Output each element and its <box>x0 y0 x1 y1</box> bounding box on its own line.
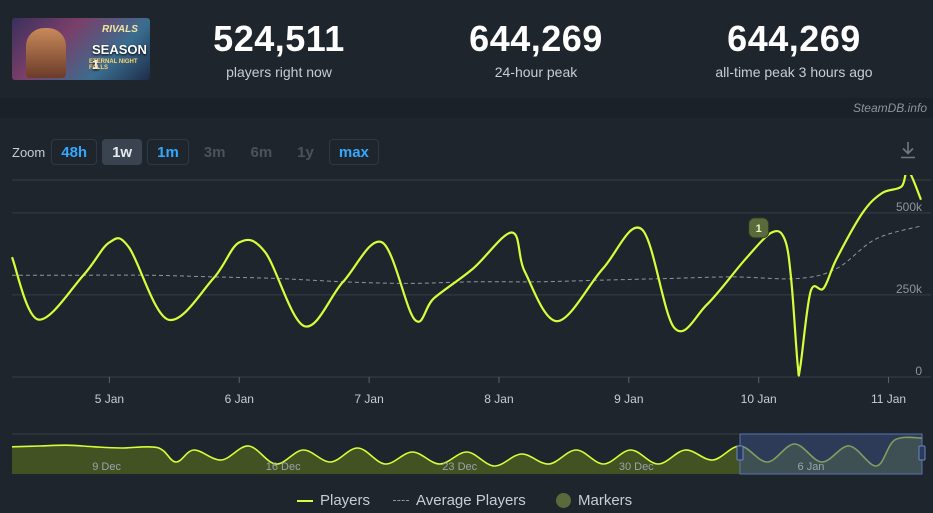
zoom-toolbar: Zoom 48h 1w 1m 3m 6m 1y max <box>12 138 384 166</box>
banner-logo: RIVALS <box>102 24 138 35</box>
players-line <box>10 175 923 377</box>
stat-value: 524,511 <box>213 18 345 59</box>
banner-subtitle: ETERNAL NIGHT FALLS <box>89 59 138 71</box>
player-count-chart: 1 0 250k 500k 5 Jan 6 Jan 7 Jan 8 Jan 9 Jan 10 … <box>10 175 931 406</box>
banner-character <box>26 28 66 78</box>
stat-label: players right now <box>226 64 332 80</box>
marker-badge[interactable] <box>748 217 770 239</box>
zoom-48h-button[interactable]: 48h <box>51 139 98 165</box>
stat-label: all-time peak 3 hours ago <box>715 64 873 80</box>
stat-24h-peak: 644,269 24-hour peak <box>411 18 661 81</box>
legend-players[interactable]: Players <box>297 492 370 509</box>
stat-value: 644,269 <box>727 18 861 59</box>
x-tick-label: 6 Jan <box>225 392 254 406</box>
zoom-1m-button[interactable]: 1m <box>147 139 189 165</box>
x-tick-label: 8 Jan <box>484 392 513 406</box>
game-banner[interactable]: RIVALS SEASON 1 ETERNAL NIGHT FALLS <box>12 18 150 80</box>
navigator-left-handle[interactable] <box>736 445 744 461</box>
zoom-1w-button[interactable]: 1w <box>102 139 143 165</box>
x-tick-label: 10 Jan <box>741 392 777 406</box>
y-tick-label: 500k <box>896 200 923 214</box>
x-tick-label: 7 Jan <box>354 392 383 406</box>
x-tick-label: 5 Jan <box>95 392 124 406</box>
zoom-6m-button: 6m <box>240 139 283 165</box>
average-swatch <box>393 500 409 501</box>
y-tick-label: 250k <box>896 282 923 296</box>
navigator-tick-label: 16 Dec <box>266 461 301 473</box>
stat-label: 24-hour peak <box>494 64 578 80</box>
navigator-chart[interactable]: 9 Dec 16 Dec 23 Dec 30 Dec 6 Jan <box>0 430 933 478</box>
stats-header: RIVALS SEASON 1 ETERNAL NIGHT FALLS 524,… <box>0 0 933 98</box>
navigator-area <box>12 437 922 474</box>
legend-markers-label: Markers <box>578 492 633 509</box>
navigator-tick-label: 23 Dec <box>442 461 477 473</box>
navigator-right-handle[interactable] <box>918 445 926 461</box>
y-tick-label: 0 <box>915 364 922 378</box>
legend-average[interactable]: Average Players <box>393 492 526 509</box>
legend-players-label: Players <box>320 492 371 509</box>
markers-swatch <box>556 493 571 508</box>
navigator-tick-label: 6 Jan <box>798 461 825 473</box>
steamdb-credit[interactable]: SteamDB.info <box>852 101 927 115</box>
legend-average-label: Average Players <box>416 492 526 509</box>
stat-current-players: 524,511 players right now <box>154 18 404 81</box>
download-icon[interactable] <box>898 140 918 160</box>
navigator-tick-label: 30 Dec <box>619 461 654 473</box>
zoom-1y-button: 1y <box>287 139 324 165</box>
zoom-max-button[interactable]: max <box>328 139 379 165</box>
x-tick-label: 11 Jan <box>871 392 906 406</box>
navigator-tick-label: 9 Dec <box>92 461 121 473</box>
zoom-3m-button: 3m <box>193 139 236 165</box>
stat-value: 644,269 <box>469 18 603 59</box>
players-swatch <box>297 499 313 502</box>
legend-markers[interactable]: Markers <box>556 492 632 509</box>
banner-season: SEASON 1 <box>92 42 147 72</box>
x-tick-label: 9 Jan <box>614 392 643 406</box>
marker-label: 1 <box>756 223 762 235</box>
navigator-selection[interactable] <box>739 433 923 475</box>
zoom-label: Zoom <box>12 144 46 160</box>
stat-all-time-peak: 644,269 all-time peak 3 hours ago <box>669 18 919 81</box>
chart-legend: Players Average Players Markers <box>0 490 933 512</box>
